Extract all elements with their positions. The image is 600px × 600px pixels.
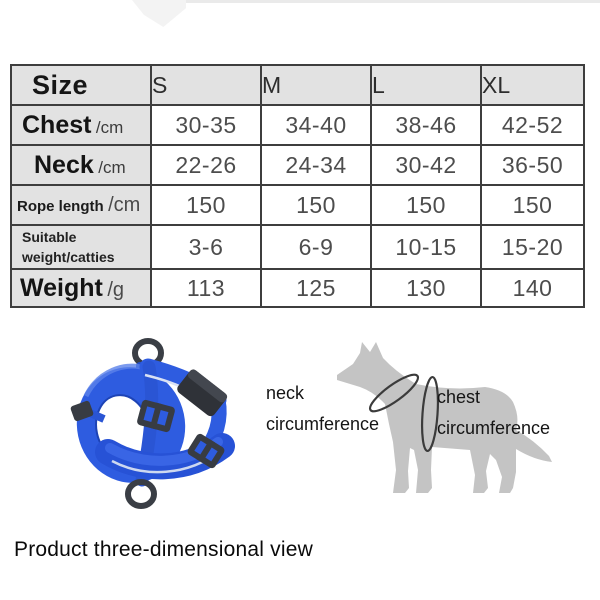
chest-measure-line	[420, 375, 440, 453]
harness-slider-buckle	[187, 433, 225, 469]
dog-measurement-diagram	[337, 342, 552, 493]
row-label-neck: Neck /cm	[10, 144, 152, 186]
neck-circumference-label: neck circumference	[266, 383, 380, 434]
cropped-image-remnant	[180, 0, 600, 3]
row-label-weight: Weight /g	[10, 268, 152, 308]
size-header: Size	[10, 64, 152, 106]
harness-buckle	[177, 369, 228, 417]
table-cell: 34-40	[260, 104, 372, 146]
column-header-m: M	[260, 64, 372, 106]
column-header-s: S	[150, 64, 262, 106]
table-row-chest: Chest /cm 30-35 34-40 38-46 42-52	[10, 104, 585, 146]
table-cell: 150	[480, 184, 585, 226]
column-header-xl: XL	[480, 64, 585, 106]
table-row-suitable-weight: Suitable weight/catties 3-6 6-9 10-15 15…	[10, 224, 585, 270]
harness-slider-buckle	[137, 399, 175, 433]
row-label-rope-length: Rope length /cm	[10, 184, 152, 226]
harness-clip	[70, 400, 94, 422]
table-cell: 150	[260, 184, 372, 226]
row-label-suitable-weight: Suitable weight/catties	[10, 224, 152, 270]
table-cell: 22-26	[150, 144, 262, 186]
row-label-chest: Chest /cm	[10, 104, 152, 146]
table-cell: 150	[150, 184, 262, 226]
table-header-row: Size S M L XL	[10, 64, 585, 106]
table-cell: 130	[370, 268, 482, 308]
table-row-rope-length: Rope length /cm 150 150 150 150	[10, 184, 585, 226]
table-cell: 24-34	[260, 144, 372, 186]
neck-measure-line	[368, 373, 420, 413]
dog-silhouette	[337, 342, 552, 493]
table-cell: 30-42	[370, 144, 482, 186]
table-row-neck: Neck /cm 22-26 24-34 30-42 36-50	[10, 144, 585, 186]
size-table: Size S M L XL Chest /cm 30-35 34-40 38-4…	[10, 64, 585, 308]
cropped-image-remnant	[132, 0, 186, 27]
table-cell: 42-52	[480, 104, 585, 146]
column-header-l: L	[370, 64, 482, 106]
table-cell: 36-50	[480, 144, 585, 186]
table-cell: 38-46	[370, 104, 482, 146]
product-view-caption: Product three-dimensional view	[14, 538, 313, 561]
table-cell: 10-15	[370, 224, 482, 270]
table-row-weight: Weight /g 113 125 130 140	[10, 268, 585, 308]
table-cell: 140	[480, 268, 585, 308]
chest-circumference-label: chest circumference	[437, 387, 551, 438]
table-cell: 6-9	[260, 224, 372, 270]
table-cell: 15-20	[480, 224, 585, 270]
table-cell: 30-35	[150, 104, 262, 146]
table-cell: 3-6	[150, 224, 262, 270]
harness-product-image	[70, 338, 235, 509]
table-cell: 113	[150, 268, 262, 308]
table-cell: 125	[260, 268, 372, 308]
table-cell: 150	[370, 184, 482, 226]
harness-bottom-ring	[125, 479, 157, 509]
